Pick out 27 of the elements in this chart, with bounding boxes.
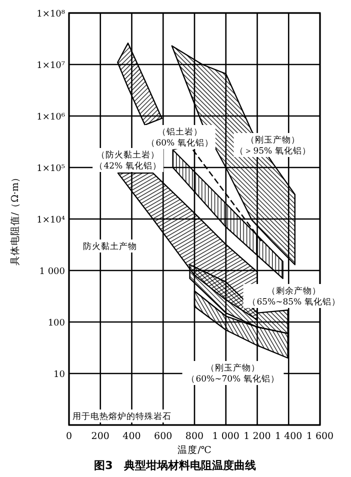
y-axis-title: 具体电阻值/（Ω·m） <box>9 172 21 266</box>
y-tick-label: 1×10⁶ <box>36 112 66 122</box>
y-tick-label: 1×10⁸ <box>36 10 66 20</box>
annotation: （剩余产物）（65%~85% 氧化铝） <box>248 286 340 308</box>
y-tick-label: 1×10⁷ <box>36 61 66 71</box>
annotation: （刚玉产物）（60%~70% 氧化铝） <box>186 362 280 384</box>
y-tick-label: 1 000 <box>39 267 66 277</box>
annotation: （刚玉产物）（＞95% 氧化铝） <box>235 134 311 156</box>
y-tick-label: 100 <box>48 318 66 328</box>
annotation: 用于电热熔炉的特殊岩石 <box>72 411 172 422</box>
x-tick-label: 1 200 <box>244 431 271 442</box>
x-tick-label: 1 400 <box>275 431 302 442</box>
text: 图3 典型坩埚材料电阻温度曲线 <box>94 459 256 472</box>
x-axis-title: 温度/℃ <box>178 444 212 456</box>
x-tick-label: 600 <box>154 431 172 442</box>
annotation: （铝土岩）（60% 氧化铝） <box>146 126 214 148</box>
annotation: 防火黏土产物 <box>83 241 137 252</box>
annotation: （防火黏土岩）（42% 氧化铝） <box>94 150 162 172</box>
y-tick-label: 10 <box>54 370 66 380</box>
y-tick-label: 1×10⁴ <box>36 216 66 226</box>
x-tick-label: 0 <box>66 431 72 442</box>
x-tick-label: 800 <box>185 431 204 442</box>
y-tick-label: 1×10⁵ <box>36 164 66 174</box>
x-tick-label: 400 <box>122 431 141 442</box>
x-tick-label: 1 600 <box>306 431 334 442</box>
x-tick-label: 1 000 <box>212 431 240 442</box>
x-tick-label: 200 <box>91 431 110 442</box>
